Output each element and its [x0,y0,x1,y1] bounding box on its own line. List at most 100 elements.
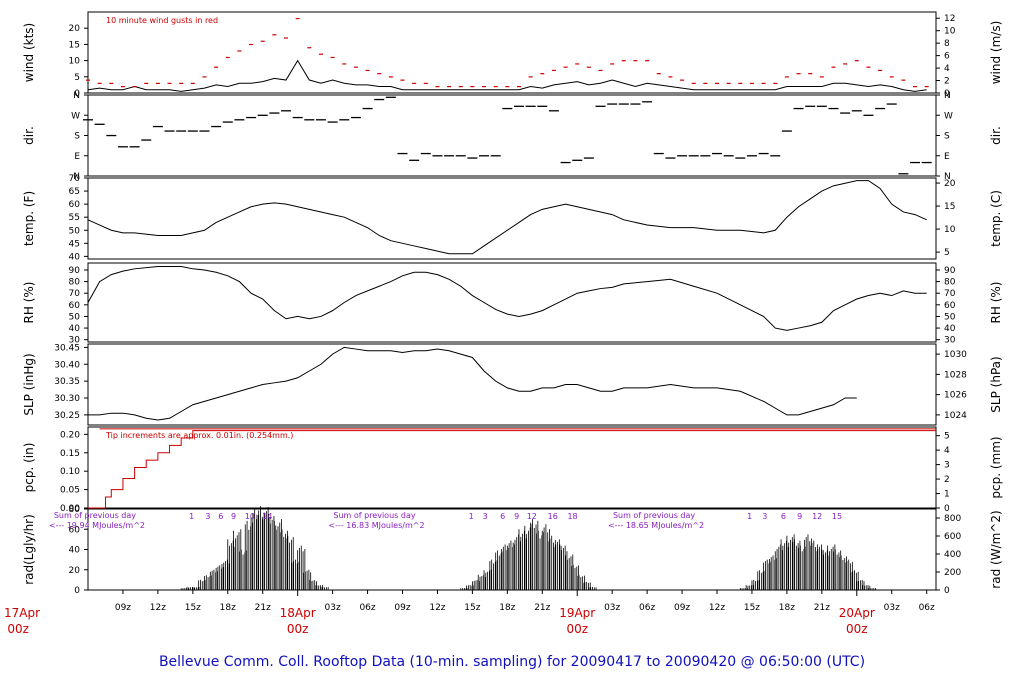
right-tick-label: S [944,132,950,142]
rad-day-note-line2: <--- 18.65 MJoules/m^2 [608,521,704,530]
left-tick-label: 30.45 [54,343,80,353]
dir-mark [281,110,292,112]
dir-mark [840,112,851,114]
dir-mark [583,157,594,159]
dir-mark [607,103,618,105]
day-label: 20Apr [839,606,875,620]
gust-mark [167,82,172,84]
rad-day-note-line1: Sum of previous day [333,511,415,520]
ylabel-left: SLP (inHg) [22,353,36,415]
dir-mark [222,121,233,123]
x-tick-label: 03z [325,603,341,613]
right-tick-label: 30 [944,336,956,346]
gust-mark [773,82,778,84]
left-tick-label: 0.15 [60,449,80,459]
gust-mark [353,66,358,68]
gust-mark [726,82,731,84]
dir-mark [770,155,781,157]
gust-mark [155,82,160,84]
dir-mark [176,130,187,132]
right-tick-label: 10 [944,27,956,37]
dir-mark [560,161,571,164]
ylabel-right: wind (m/s) [989,21,1003,85]
dir-mark [513,105,524,107]
dir-mark [735,157,746,159]
left-tick-label: 10 [69,57,81,67]
gust-mark [516,86,521,88]
series-line-slp [88,346,857,421]
day-label: 19Apr [559,606,595,620]
gust-mark [493,86,498,88]
rad-hour-label: 14 [262,512,272,521]
gust-mark [586,66,591,68]
dir-mark [746,155,757,157]
ylabel-right: SLP (hPa) [989,356,1003,412]
dir-mark [758,152,769,155]
day-hour-label: 00z [7,622,29,636]
dir-mark [315,119,326,121]
right-tick-label: N [944,172,951,182]
left-tick-label: 50 [69,312,81,322]
right-tick-label: 2 [944,77,950,87]
x-tick-label: 09z [115,603,131,613]
gust-mark [505,86,510,88]
gust-mark [866,66,871,68]
left-tick-label: 0.05 [60,486,80,496]
panel-frame [87,94,937,177]
dir-mark [339,119,350,121]
left-tick-label: E [74,152,80,162]
gust-mark [225,56,230,59]
gust-mark [307,47,312,49]
gust-mark [808,73,813,75]
rad-hour-label: 9 [797,512,802,521]
left-tick-label: 30.25 [54,411,80,421]
dir-mark [152,125,163,128]
gust-mark [575,63,580,65]
ylabel-right: temp. (C) [989,190,1003,247]
rad-hour-label: 15 [832,512,842,521]
rad-hour-label: 6 [218,512,223,521]
dir-mark [630,103,641,105]
gust-mark [330,56,335,59]
gust-mark [843,63,848,65]
right-tick-label: 10 [944,225,956,235]
dir-mark [257,114,268,116]
right-tick-label: 1030 [944,350,967,360]
left-tick-label: 60 [69,200,81,210]
rad-hour-label: 3 [483,512,488,521]
right-tick-label: 1 [944,490,950,500]
rad-day-note-line2: <--- 19.94 MJoules/m^2 [49,521,145,530]
gust-mark [435,86,440,88]
gust-mark [365,69,370,72]
left-tick-label: S [74,132,80,142]
left-tick-label: 5 [74,73,80,83]
rad-hour-label: 1 [469,512,474,521]
series-line-rh [87,265,927,331]
dir-mark [397,152,408,155]
gust-mark [924,86,929,88]
gust-mark [447,86,452,88]
series-line-wind [87,59,927,92]
right-tick-label: 8 [944,39,950,49]
right-tick-label: 90 [944,266,956,276]
x-tick-label: 15z [185,603,201,613]
dir-mark [805,105,816,107]
x-tick-label: 03z [604,603,620,613]
left-tick-label: 0.00 [60,504,80,514]
right-tick-label: 400 [944,550,961,560]
left-tick-label: 60 [69,301,81,311]
right-tick-label: 0 [944,504,950,514]
chart-title: Bellevue Comm. Coll. Rooftop Data (10-mi… [159,654,865,670]
dir-mark [444,155,455,157]
dir-mark [187,130,198,132]
dir-mark [886,103,897,105]
ylabel-left: wind (kts) [22,23,36,82]
series-line-pcp [88,430,936,509]
x-tick-label: 15z [744,603,760,613]
rad-hour-label: 9 [514,512,519,521]
left-tick-label: 70 [69,289,81,299]
left-tick-label: 50 [69,226,81,236]
gust-mark [551,69,556,72]
gust-mark [120,86,125,88]
